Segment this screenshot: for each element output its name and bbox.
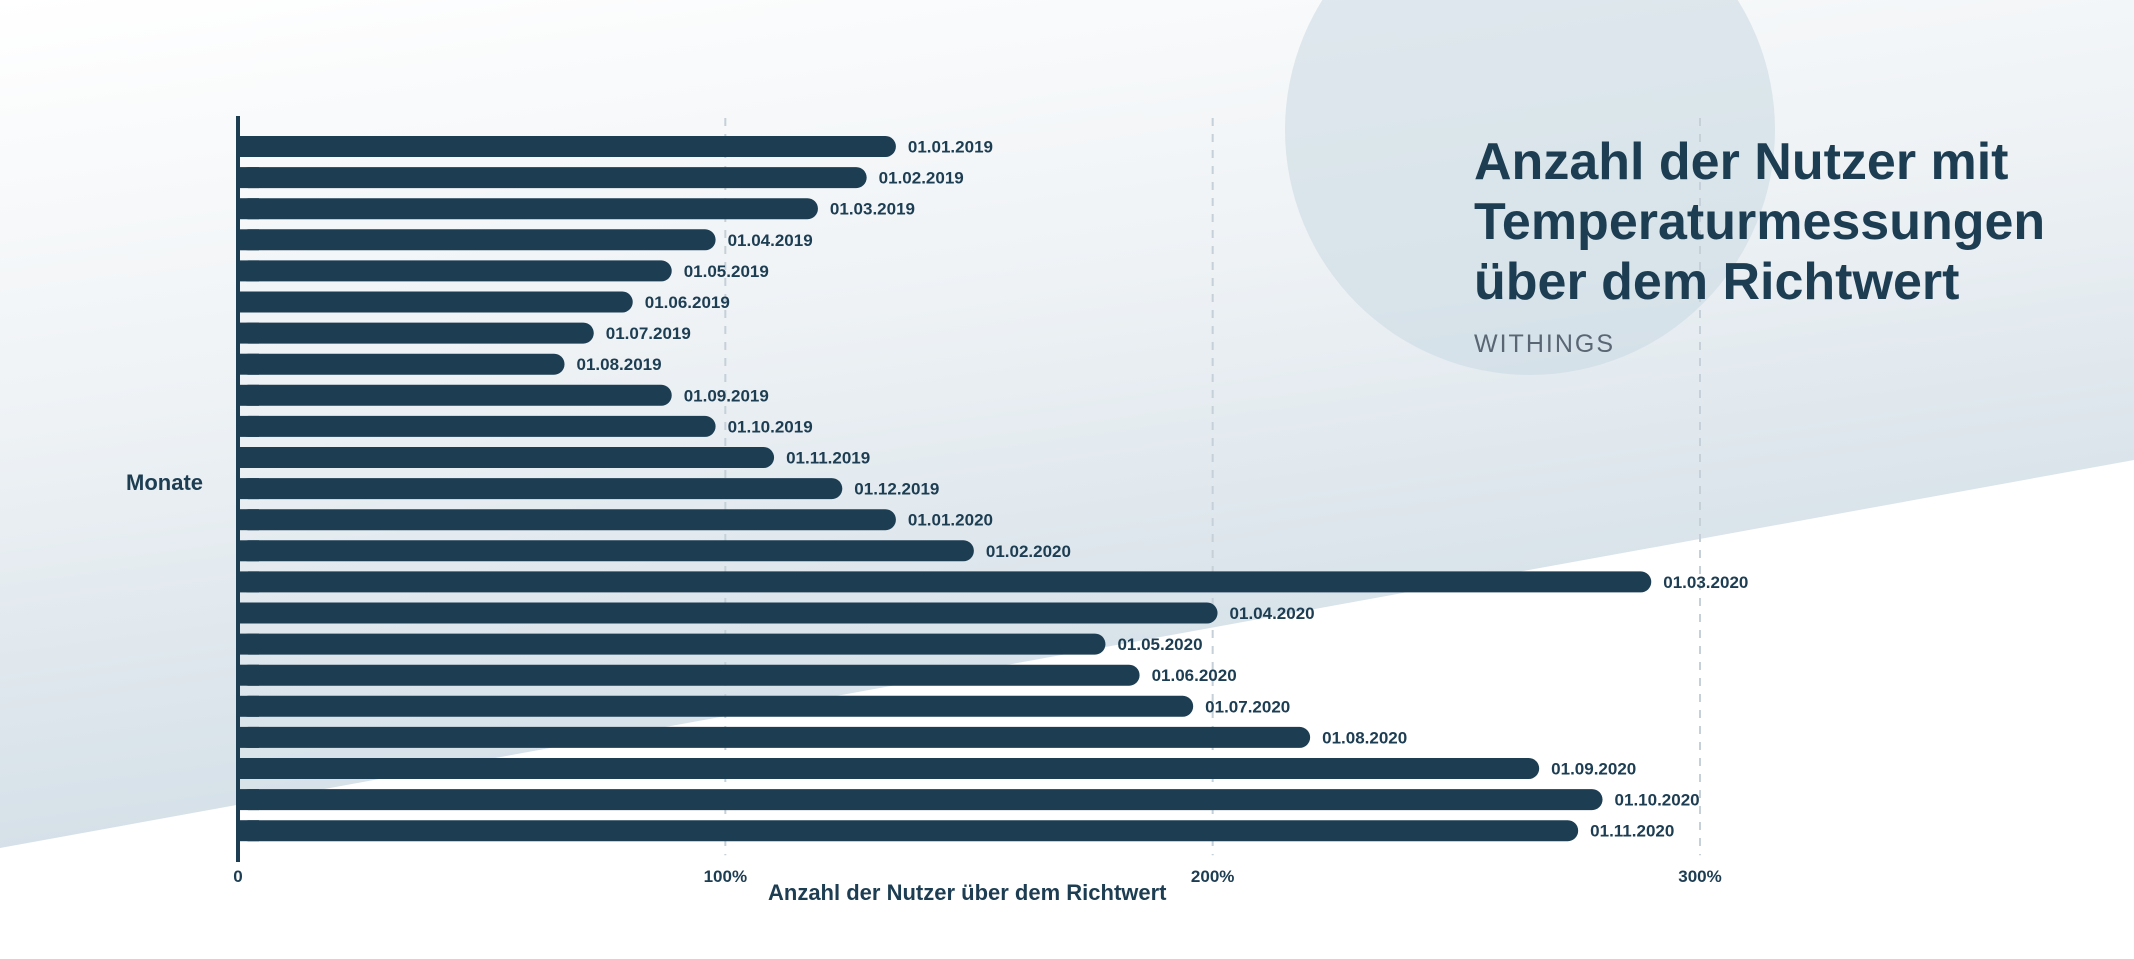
bar-base	[238, 229, 259, 251]
bar-base	[238, 602, 259, 624]
bar-base	[238, 789, 259, 811]
bar	[238, 540, 974, 562]
bar-label: 01.02.2019	[879, 169, 964, 188]
x-tick-label: 200%	[1191, 867, 1234, 886]
bar-label: 01.06.2020	[1152, 666, 1237, 685]
bar-label: 01.03.2019	[830, 200, 915, 219]
bar-base	[238, 695, 259, 717]
bar-base	[238, 758, 259, 779]
bar-base	[238, 384, 259, 406]
bar-base	[238, 353, 259, 375]
x-tick-label: 0	[233, 867, 242, 886]
bar	[238, 695, 1194, 717]
bar-base	[238, 136, 259, 157]
bar-label: 01.11.2019	[786, 449, 870, 468]
bar	[238, 167, 867, 189]
bar	[238, 664, 1140, 686]
bar	[238, 789, 1603, 811]
bar-label: 01.04.2020	[1230, 604, 1315, 623]
bar	[238, 229, 716, 251]
bar-label: 01.03.2020	[1663, 573, 1748, 592]
bar	[238, 136, 896, 157]
bar-label: 01.08.2020	[1322, 728, 1407, 747]
bar	[238, 415, 716, 437]
bar-label: 01.06.2019	[645, 293, 730, 312]
bar-label: 01.08.2019	[577, 355, 662, 374]
bar	[238, 478, 843, 500]
bar-base	[238, 509, 259, 531]
bar-label: 01.07.2019	[606, 324, 691, 343]
bar	[238, 384, 672, 406]
bar-base	[238, 820, 259, 842]
chart-title-line: Anzahl der Nutzer mit	[1474, 133, 2009, 191]
bar-label: 01.01.2020	[908, 511, 993, 530]
bar	[238, 820, 1579, 842]
x-axis-label: Anzahl der Nutzer über dem Richtwert	[768, 880, 1167, 905]
bar-label: 01.05.2019	[684, 262, 769, 281]
chart-subtitle: WITHINGS	[1474, 330, 1615, 358]
bar-label: 01.05.2020	[1117, 635, 1202, 654]
bar	[238, 260, 672, 282]
bar-base	[238, 260, 259, 282]
bar-label: 01.10.2020	[1615, 791, 1700, 810]
bar-label: 01.04.2019	[728, 231, 813, 250]
bar	[238, 291, 633, 313]
bar-label: 01.11.2020	[1590, 822, 1674, 841]
bar-base	[238, 633, 259, 655]
bar-base	[238, 726, 259, 748]
bar-base	[238, 291, 259, 313]
bar-label: 01.10.2019	[728, 417, 813, 436]
bar-label: 01.07.2020	[1205, 697, 1290, 716]
bar-base	[238, 571, 259, 593]
bar	[238, 353, 565, 375]
bar	[238, 758, 1540, 779]
bar-base	[238, 198, 259, 220]
chart-title: Anzahl der Nutzer mit Temperaturmessunge…	[1474, 132, 2114, 312]
bar	[238, 447, 775, 468]
bar	[238, 571, 1652, 593]
bar	[238, 726, 1311, 748]
bar	[238, 322, 594, 344]
bar	[238, 509, 896, 531]
bar-label: 01.09.2019	[684, 386, 769, 405]
bar-base	[238, 478, 259, 500]
bar-base	[238, 415, 259, 437]
background-circle	[1285, 0, 1775, 375]
bar	[238, 633, 1106, 655]
y-axis-label: Monate	[126, 470, 203, 495]
x-tick-label: 300%	[1678, 867, 1721, 886]
bar	[238, 198, 818, 220]
x-tick-label: 100%	[704, 867, 747, 886]
bar-label: 01.09.2020	[1551, 760, 1636, 779]
bar-label: 01.01.2019	[908, 138, 993, 157]
bar-base	[238, 664, 259, 686]
chart-title-line: Temperaturmessungen	[1474, 193, 2046, 251]
bar-base	[238, 322, 259, 344]
chart-title-line: über dem Richtwert	[1474, 253, 1960, 311]
bar-label: 01.02.2020	[986, 542, 1071, 561]
bar-base	[238, 167, 259, 189]
bar-label: 01.12.2019	[854, 480, 939, 499]
bar	[238, 602, 1218, 624]
bar-base	[238, 540, 259, 562]
bar-base	[238, 447, 259, 468]
